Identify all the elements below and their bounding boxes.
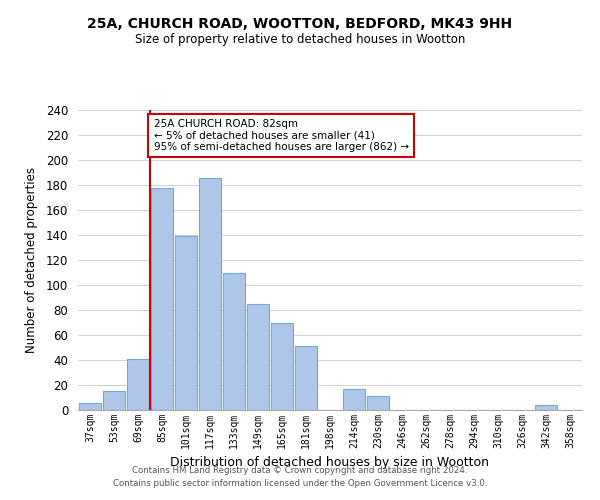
Bar bbox=[127, 359, 149, 410]
Bar bbox=[175, 236, 197, 410]
Bar bbox=[79, 402, 101, 410]
Text: 25A CHURCH ROAD: 82sqm
← 5% of detached houses are smaller (41)
95% of semi-deta: 25A CHURCH ROAD: 82sqm ← 5% of detached … bbox=[154, 118, 409, 152]
X-axis label: Distribution of detached houses by size in Wootton: Distribution of detached houses by size … bbox=[170, 456, 490, 469]
Bar bbox=[151, 188, 173, 410]
Bar bbox=[343, 389, 365, 410]
Bar bbox=[295, 346, 317, 410]
Bar bbox=[199, 178, 221, 410]
Bar bbox=[367, 396, 389, 410]
Bar bbox=[247, 304, 269, 410]
Bar bbox=[535, 405, 557, 410]
Bar bbox=[223, 272, 245, 410]
Bar bbox=[271, 322, 293, 410]
Text: Contains HM Land Registry data © Crown copyright and database right 2024.
Contai: Contains HM Land Registry data © Crown c… bbox=[113, 466, 487, 487]
Text: Size of property relative to detached houses in Wootton: Size of property relative to detached ho… bbox=[135, 32, 465, 46]
Bar bbox=[103, 391, 125, 410]
Y-axis label: Number of detached properties: Number of detached properties bbox=[25, 167, 38, 353]
Text: 25A, CHURCH ROAD, WOOTTON, BEDFORD, MK43 9HH: 25A, CHURCH ROAD, WOOTTON, BEDFORD, MK43… bbox=[88, 18, 512, 32]
